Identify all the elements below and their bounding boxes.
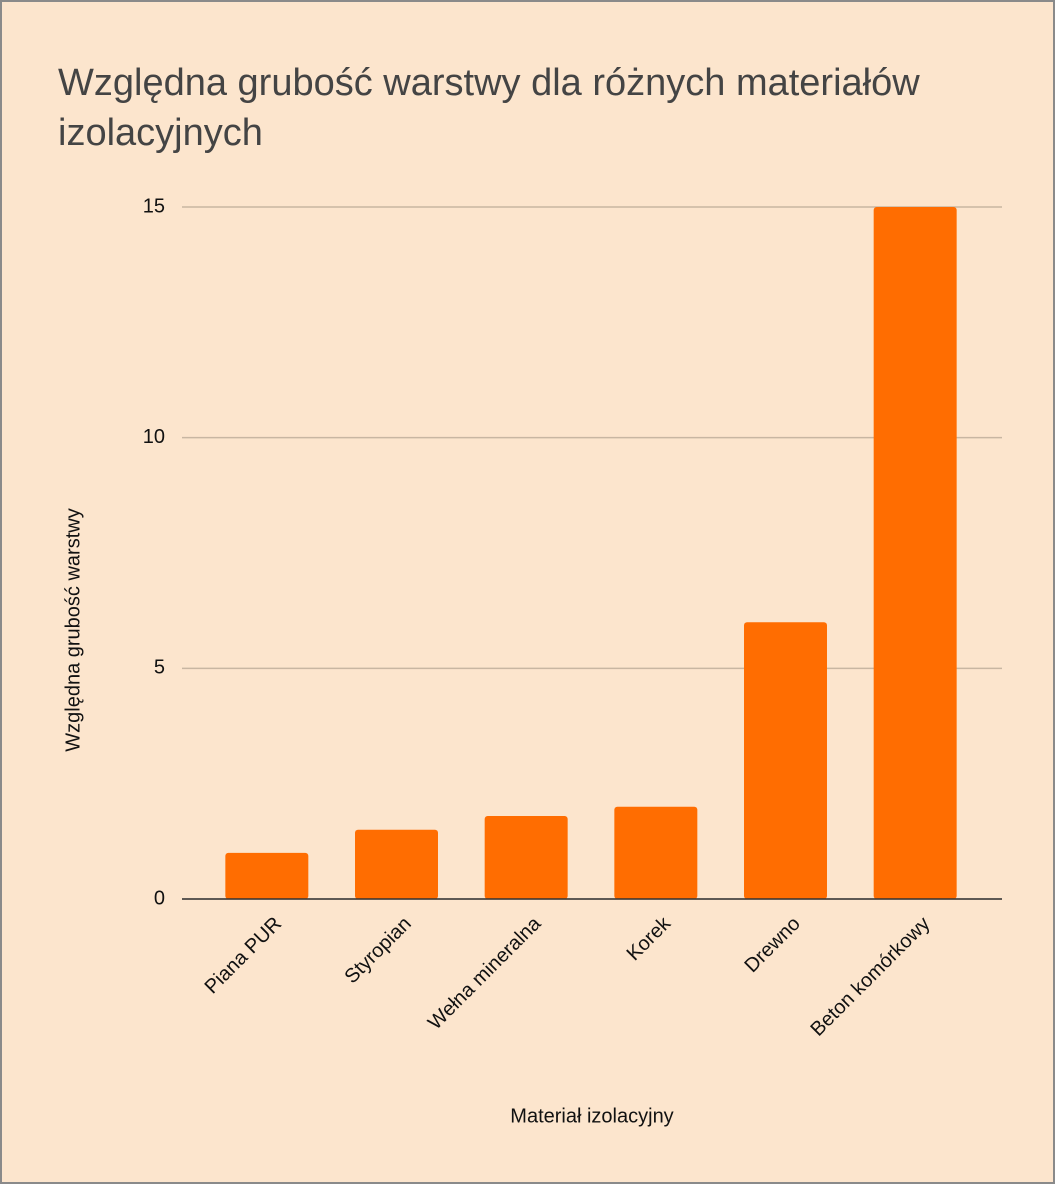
bar [355, 829, 438, 899]
x-tick-label: Wełna mineralna [424, 912, 546, 1034]
x-tick-label: Beton komórkowy [806, 913, 934, 1041]
y-tick-label: 15 [143, 195, 165, 217]
bar [225, 852, 309, 899]
bar [744, 622, 827, 899]
y-axis-title: Względna grubość warstwy [62, 508, 84, 751]
x-tick-label: Drewno [740, 913, 804, 977]
y-tick-label: 10 [143, 426, 165, 448]
bar [484, 815, 568, 899]
bar [614, 806, 698, 899]
x-axis-title: Materiał izolacyjny [510, 1105, 673, 1127]
x-tick-label: Korek [623, 912, 676, 965]
y-tick-label: 0 [154, 887, 165, 909]
y-tick-label: 5 [154, 657, 165, 679]
bar [873, 207, 957, 899]
x-tick-label: Styropian [340, 913, 415, 988]
chart-title: Względna grubość warstwy dla różnych mat… [58, 62, 920, 154]
x-tick-label: Piana PUR [201, 913, 287, 999]
